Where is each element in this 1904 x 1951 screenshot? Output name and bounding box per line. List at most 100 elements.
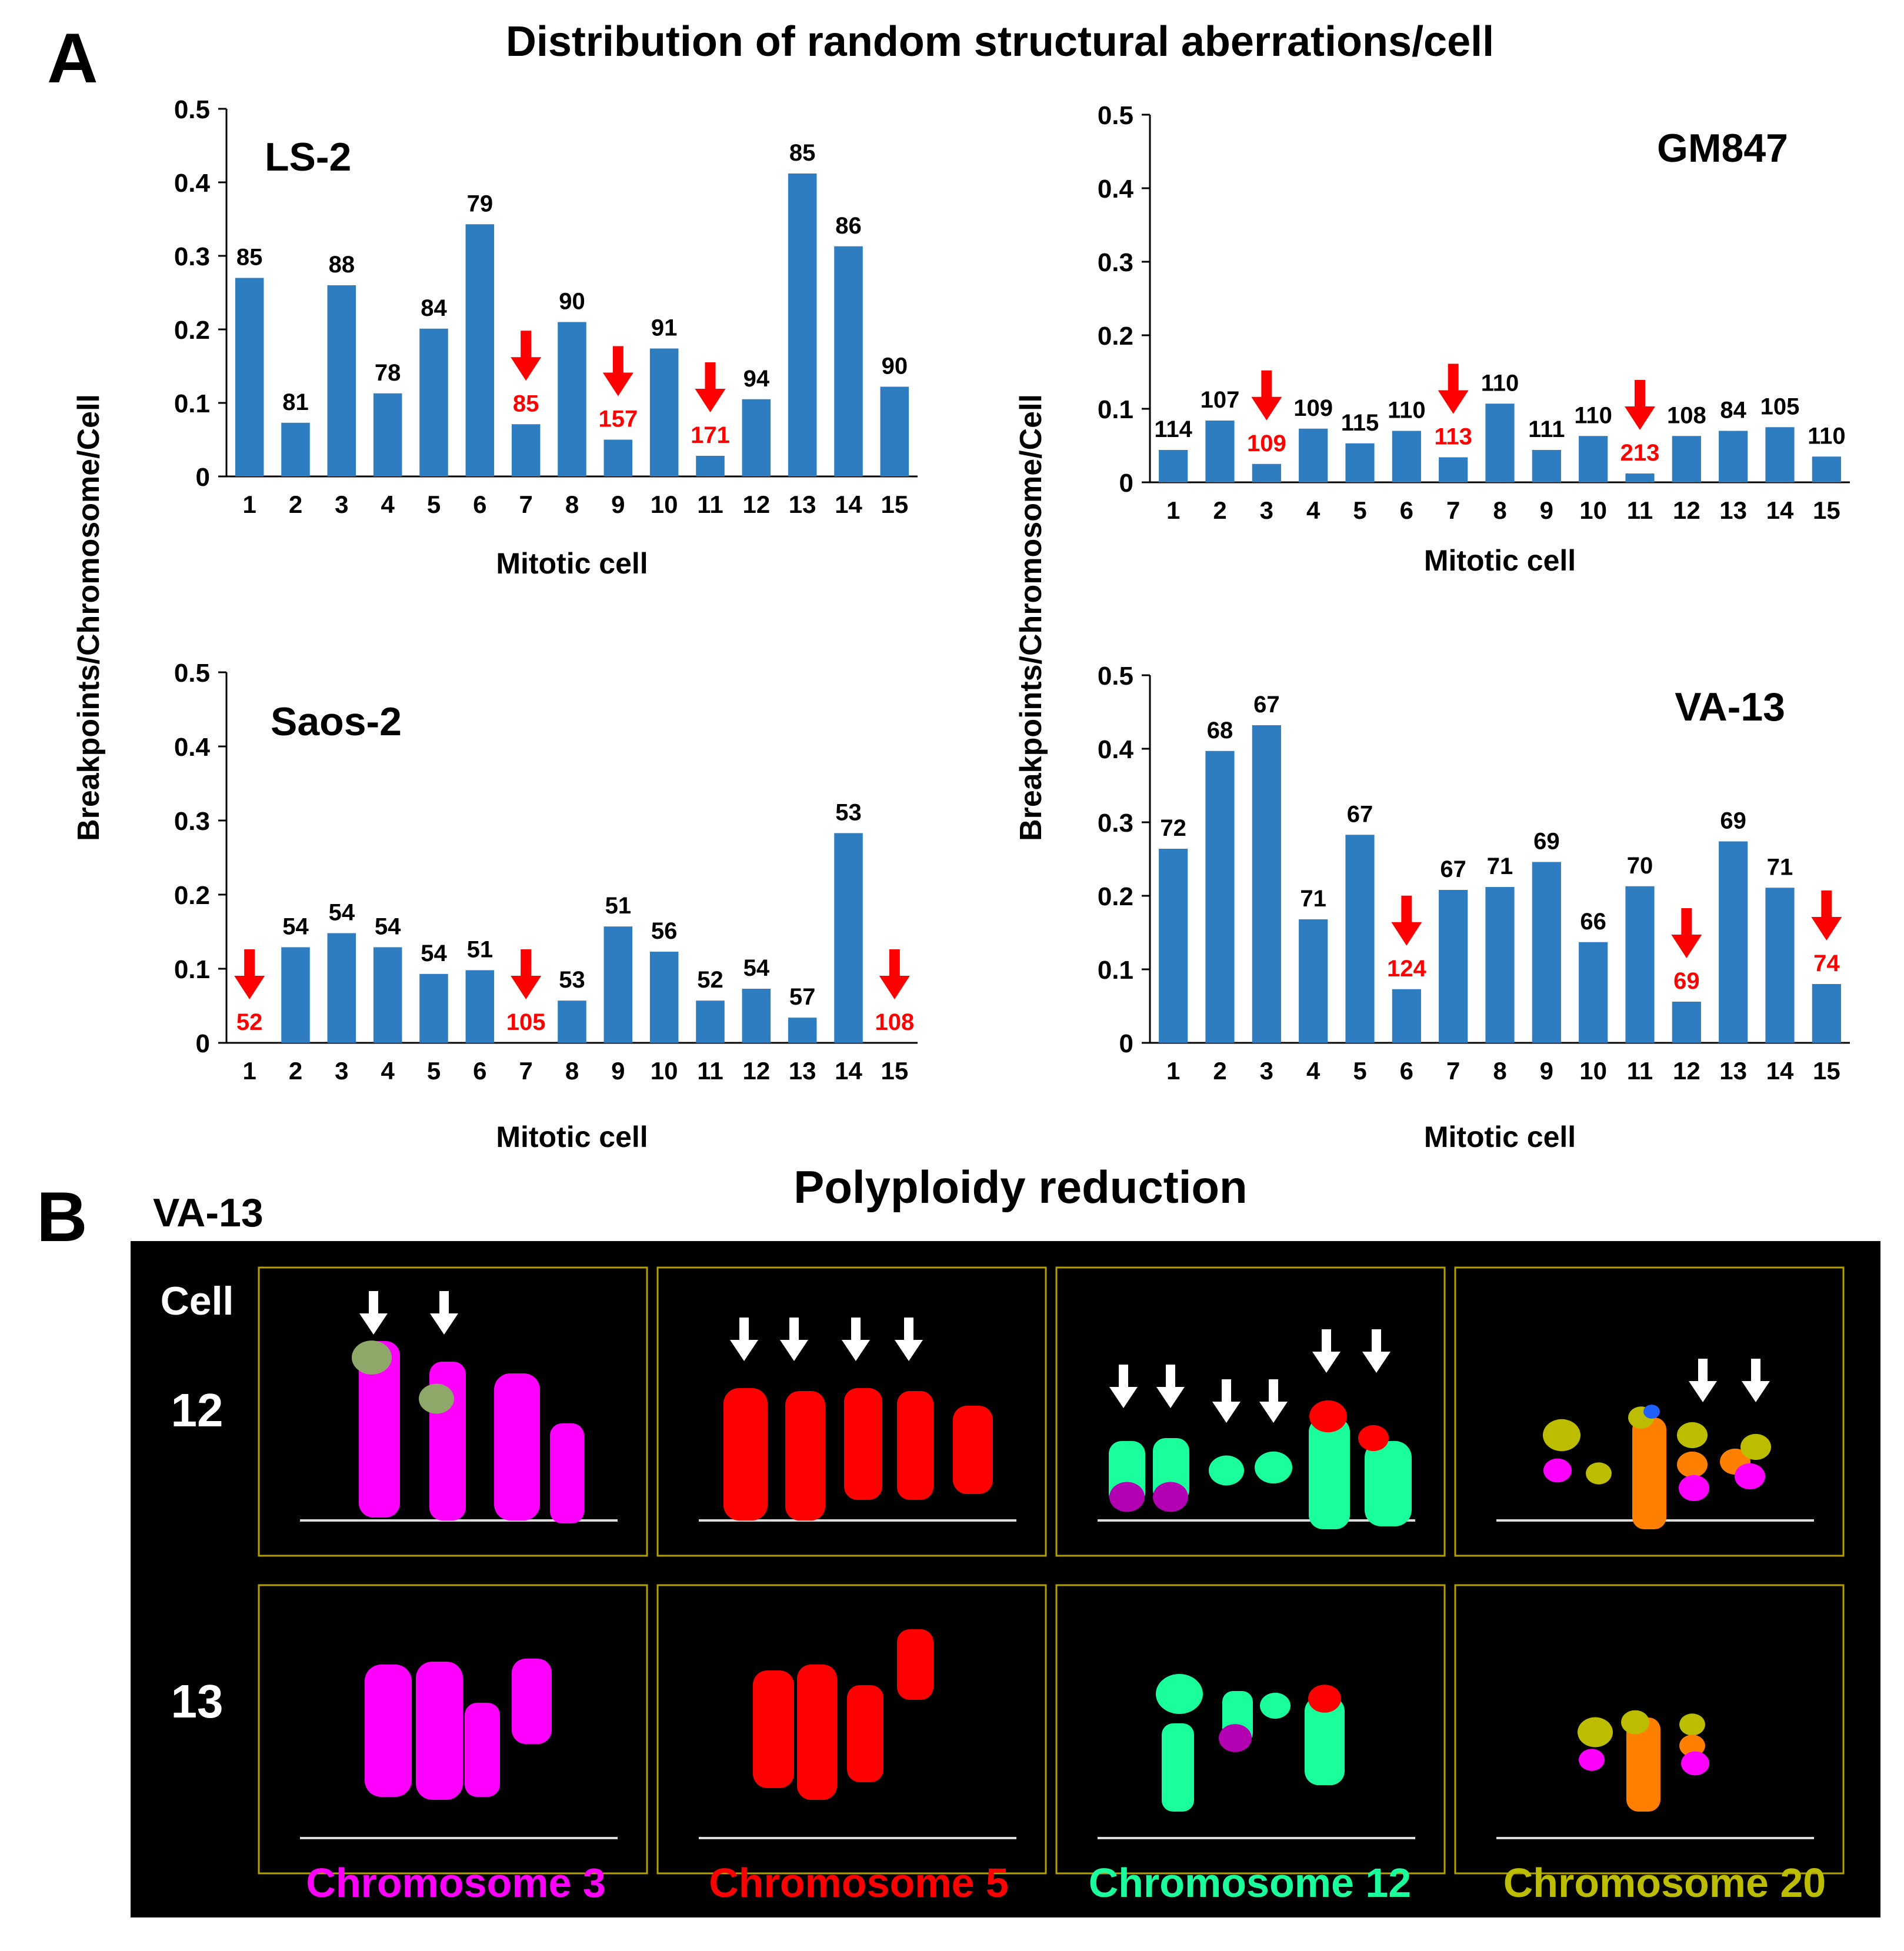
white-arrow-head — [1312, 1352, 1341, 1373]
bar — [603, 926, 633, 1043]
y-axis-title-left: Breakpoints/Chromosome/Cell — [72, 394, 106, 841]
chart-title: Saos-2 — [271, 699, 402, 744]
x-tick-label: 15 — [1813, 1057, 1840, 1085]
bar — [235, 278, 264, 476]
x-tick-label: 1 — [242, 491, 256, 518]
bar — [511, 424, 541, 476]
red-arrow-shaft — [612, 346, 623, 376]
white-arrow-head — [430, 1313, 458, 1335]
x-tick-label: 3 — [335, 491, 348, 518]
data-label: 90 — [882, 353, 908, 379]
bar — [742, 399, 771, 476]
white-arrow-head — [730, 1340, 758, 1361]
x-tick-label: 3 — [1260, 496, 1273, 524]
data-label: 71 — [1487, 853, 1513, 879]
bar — [696, 456, 725, 476]
x-axis-title: Mitotic cell — [496, 1120, 648, 1153]
bar — [1579, 436, 1608, 482]
x-tick-label: 5 — [1353, 496, 1366, 524]
bar — [373, 947, 402, 1043]
data-label: 72 — [1160, 815, 1186, 841]
bar — [1812, 984, 1841, 1043]
red-arrow-head — [511, 976, 542, 999]
x-tick-label: 13 — [789, 491, 816, 518]
legend-chromosome-20: Chromosome 20 — [1503, 1860, 1826, 1906]
data-label: 108 — [875, 1009, 914, 1035]
red-arrow-head — [511, 357, 542, 381]
y-tick-label: 0.5 — [1098, 662, 1133, 691]
x-tick-label: 14 — [835, 491, 862, 518]
data-label: 51 — [467, 937, 493, 963]
bar — [465, 224, 495, 476]
red-arrow-shaft — [1821, 891, 1832, 920]
x-tick-label: 14 — [1766, 496, 1794, 524]
red-arrow-shaft — [521, 949, 532, 979]
chart-title: VA-13 — [1675, 685, 1785, 729]
y-tick-label: 0.1 — [1098, 956, 1133, 985]
chromosome-segment — [352, 1340, 392, 1375]
bar — [1159, 849, 1188, 1043]
data-label: 114 — [1154, 416, 1192, 442]
bar — [1299, 919, 1328, 1043]
x-tick-label: 13 — [789, 1057, 816, 1085]
data-label: 54 — [329, 900, 355, 926]
data-label: 69 — [1533, 829, 1560, 855]
red-arrow-shaft — [1681, 908, 1692, 938]
white-arrow-head — [1212, 1402, 1241, 1423]
chromosome — [416, 1662, 463, 1800]
x-tick-label: 6 — [473, 1057, 486, 1085]
white-arrow-head — [359, 1313, 388, 1335]
bar — [1672, 436, 1701, 482]
x-tick-label: 2 — [289, 491, 302, 518]
bar — [465, 970, 495, 1043]
x-tick-label: 11 — [1627, 1057, 1653, 1085]
bar — [373, 393, 402, 476]
data-label: 110 — [1808, 423, 1846, 449]
x-tick-label: 2 — [1213, 1057, 1226, 1085]
bar — [1672, 1002, 1701, 1043]
chromosome — [494, 1373, 540, 1520]
white-arrow-head — [1109, 1387, 1138, 1408]
image-frame — [656, 1584, 1047, 1875]
image-frame — [1454, 1266, 1845, 1557]
white-arrow-shaft — [851, 1318, 861, 1342]
white-arrow-shaft — [904, 1318, 913, 1342]
data-label: 54 — [743, 955, 770, 981]
white-arrow-shaft — [1222, 1379, 1231, 1404]
data-label: 157 — [598, 406, 638, 432]
data-label: 67 — [1347, 801, 1373, 827]
chromosome-segment — [1681, 1751, 1709, 1776]
data-label: 124 — [1387, 956, 1426, 982]
chromosome-segment — [1358, 1425, 1389, 1452]
white-arrow-shaft — [1166, 1365, 1175, 1389]
data-label: 109 — [1293, 395, 1333, 421]
chromosome-segment — [1309, 1400, 1347, 1433]
bar — [1252, 463, 1281, 482]
y-tick-label: 0 — [1119, 469, 1133, 498]
data-label: 111 — [1528, 416, 1565, 442]
chromosome — [753, 1670, 794, 1788]
chromosome-segment — [1153, 1482, 1188, 1512]
x-tick-label: 11 — [697, 1057, 723, 1085]
bar — [1579, 942, 1608, 1043]
bar — [834, 246, 863, 476]
panel-b-letter: B — [36, 1178, 88, 1256]
white-arrow-shaft — [369, 1291, 378, 1316]
bar — [1719, 431, 1748, 482]
chart-ls2: 00.10.20.30.40.5185281388478584679785890… — [174, 95, 918, 580]
data-label: 71 — [1300, 886, 1326, 912]
y-tick-label: 0.2 — [1098, 882, 1133, 911]
chromosome-segment — [1677, 1422, 1708, 1449]
data-label: 54 — [421, 941, 447, 966]
bar — [419, 973, 448, 1043]
bar — [1159, 450, 1188, 482]
data-label: 69 — [1720, 808, 1746, 834]
bar — [1625, 886, 1655, 1043]
x-tick-label: 7 — [519, 1057, 532, 1085]
chromosome-segment — [1543, 1419, 1580, 1452]
red-arrow-shaft — [521, 331, 532, 361]
cell-header: Cell — [161, 1279, 234, 1323]
y-tick-label: 0.4 — [174, 733, 211, 762]
panel-a-title: Distribution of random structural aberra… — [506, 18, 1494, 65]
